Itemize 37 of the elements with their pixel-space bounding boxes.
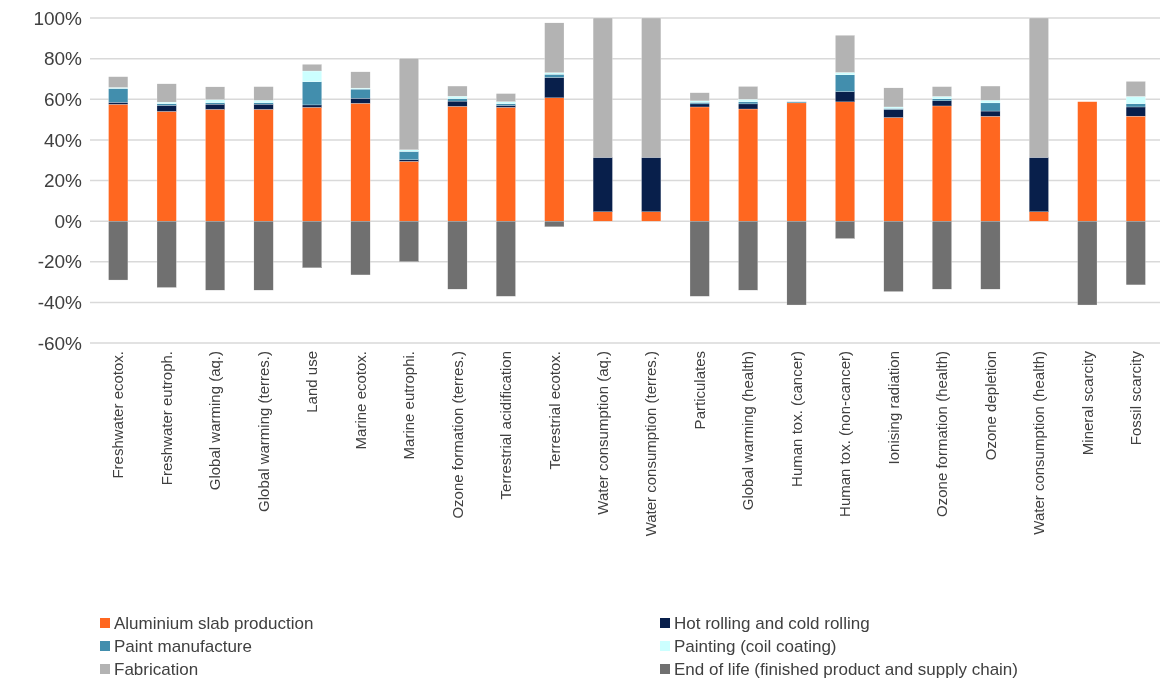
- x-tick-label: Water consumption (health): [1030, 351, 1048, 535]
- x-tick-label: Human tox. (cancer): [787, 351, 805, 487]
- x-tick-label: Ozone formation (terres.): [448, 351, 466, 519]
- legend-label: Paint manufacture: [114, 636, 252, 656]
- x-tick-label: Water consumption (terres.): [642, 351, 660, 537]
- x-tick-label: Global warming (terres.): [254, 351, 272, 512]
- x-tick-label: Global warming (health): [739, 351, 757, 511]
- y-tick-label: 0%: [54, 210, 83, 232]
- y-tick-label: 20%: [43, 170, 83, 192]
- y-tick-label: -20%: [37, 251, 83, 273]
- legend-label: End of life (finished product and supply chain): [674, 659, 1018, 679]
- y-tick-label: 60%: [43, 88, 83, 110]
- x-tick-label: Terrestrial acidification: [497, 351, 515, 500]
- x-tick-label: Ionising radiation: [884, 351, 902, 465]
- x-tick-label: Marine eutrophi.: [400, 351, 418, 460]
- x-tick-label: Terrestrial ecotox.: [545, 351, 563, 470]
- x-tick-label: Water consumption (aq.): [594, 351, 612, 515]
- legend-label: Fabrication: [114, 659, 199, 679]
- x-tick-label: Freshwater ecotox.: [109, 351, 127, 479]
- legend-label: Painting (coil coating): [674, 636, 837, 656]
- x-tick-label: Mineral scarcity: [1078, 350, 1096, 456]
- y-tick-label: -40%: [37, 292, 83, 314]
- y-tick-label: 100%: [33, 7, 83, 29]
- y-tick-label: -60%: [37, 332, 83, 354]
- x-tick-label: Marine ecotox.: [351, 351, 369, 450]
- x-tick-label: Land use: [303, 351, 321, 413]
- x-tick-label: Ozone depletion: [981, 351, 999, 461]
- x-tick-label: Freshwater eutroph.: [157, 351, 175, 486]
- y-tick-label: 80%: [43, 48, 83, 70]
- x-tick-label: Ozone formation (health): [933, 351, 951, 517]
- x-tick-label: Global warming (aq.): [206, 351, 224, 491]
- legend-label: Hot rolling and cold rolling: [674, 613, 870, 633]
- x-tick-label: Human tox. (non-cancer): [836, 351, 854, 517]
- y-tick-label: 40%: [43, 129, 83, 151]
- legend-label: Aluminium slab production: [114, 613, 314, 633]
- x-tick-label: Particulates: [690, 351, 708, 430]
- x-tick-label: Fossil scarcity: [1127, 350, 1145, 446]
